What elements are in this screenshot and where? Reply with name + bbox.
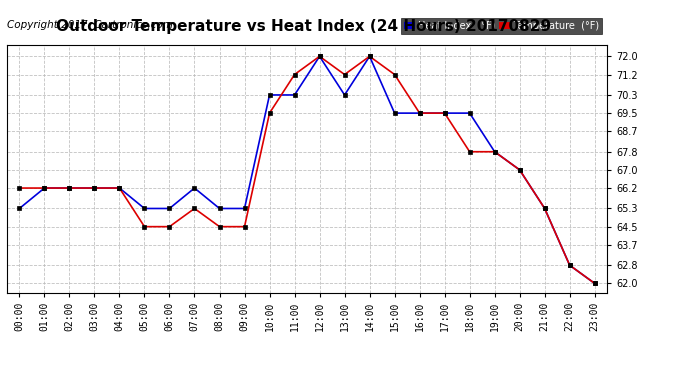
Text: Copyright 2017  Cartronics.com: Copyright 2017 Cartronics.com bbox=[7, 20, 172, 30]
Legend: Heat Index  (°F), Temperature  (°F): Heat Index (°F), Temperature (°F) bbox=[401, 18, 602, 33]
Text: Outdoor Temperature vs Heat Index (24 Hours) 20170829: Outdoor Temperature vs Heat Index (24 Ho… bbox=[56, 19, 551, 34]
